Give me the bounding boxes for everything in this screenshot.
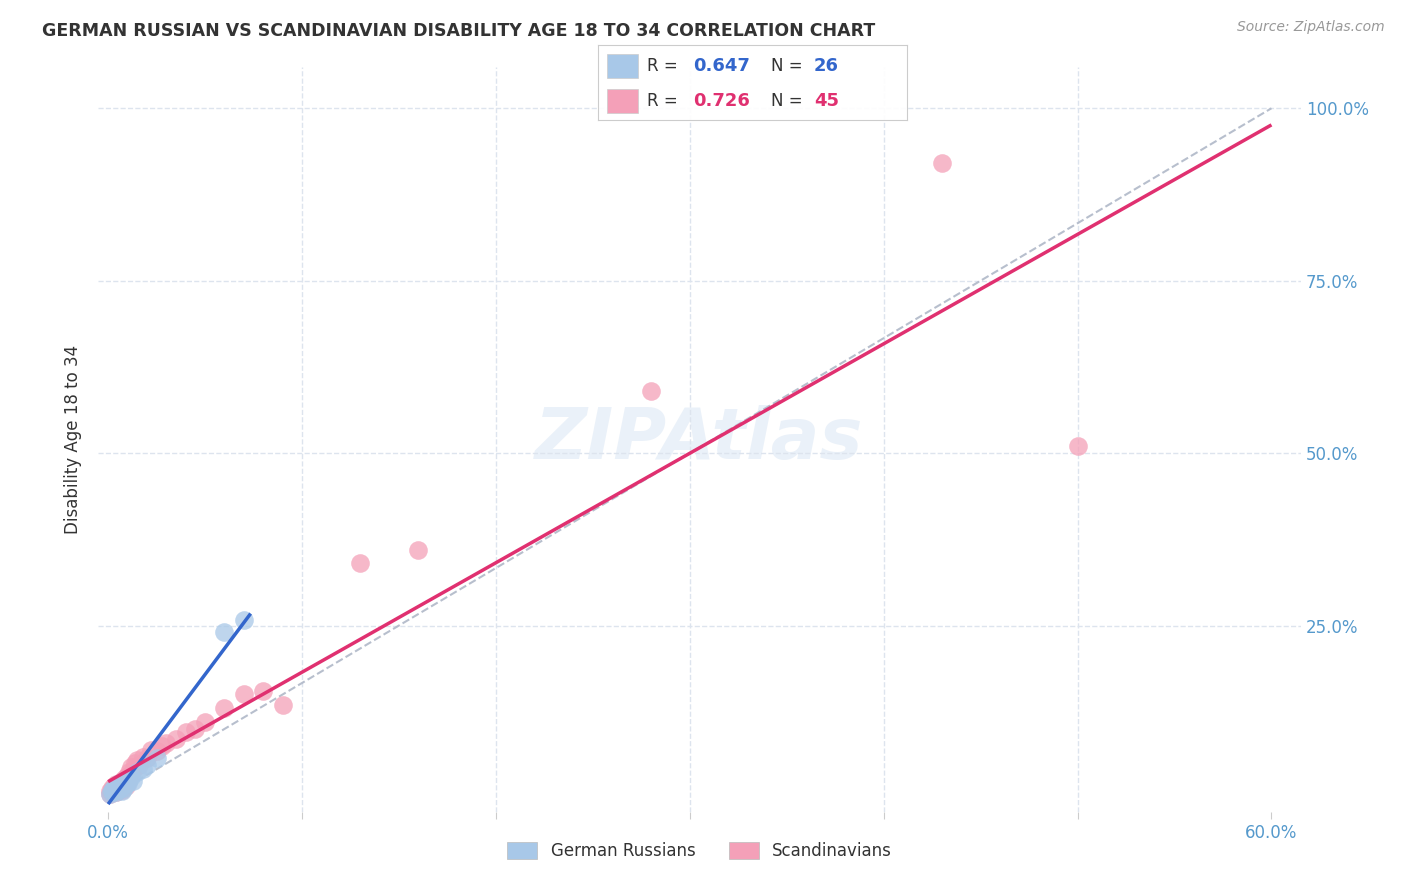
Point bbox=[117, 776, 139, 790]
Text: 45: 45 bbox=[814, 92, 839, 110]
Point bbox=[112, 773, 135, 788]
Point bbox=[124, 756, 146, 771]
Point bbox=[114, 777, 136, 791]
FancyBboxPatch shape bbox=[607, 88, 638, 112]
Text: GERMAN RUSSIAN VS SCANDINAVIAN DISABILITY AGE 18 TO 34 CORRELATION CHART: GERMAN RUSSIAN VS SCANDINAVIAN DISABILIT… bbox=[42, 22, 876, 40]
Point bbox=[214, 701, 236, 715]
Point bbox=[135, 757, 157, 772]
Point bbox=[98, 784, 121, 798]
FancyBboxPatch shape bbox=[607, 54, 638, 78]
Point bbox=[640, 384, 662, 398]
Point bbox=[103, 779, 125, 793]
Point bbox=[931, 156, 953, 170]
Text: ZIPAtlas: ZIPAtlas bbox=[536, 405, 863, 474]
Point bbox=[108, 776, 131, 790]
Point bbox=[117, 769, 139, 783]
Point bbox=[165, 732, 187, 747]
Point bbox=[145, 744, 167, 758]
Point bbox=[114, 770, 136, 784]
Point bbox=[104, 777, 127, 791]
Point bbox=[118, 772, 141, 786]
Point bbox=[101, 785, 124, 799]
Point bbox=[184, 722, 207, 736]
Point bbox=[155, 736, 177, 750]
Point bbox=[232, 613, 254, 627]
Point bbox=[128, 757, 150, 772]
Point bbox=[127, 764, 149, 779]
Point bbox=[108, 780, 131, 795]
Text: N =: N = bbox=[770, 57, 807, 75]
Point bbox=[98, 788, 121, 802]
Text: 0.726: 0.726 bbox=[693, 92, 751, 110]
Point bbox=[101, 780, 124, 795]
Point bbox=[1066, 439, 1088, 453]
Point bbox=[107, 782, 129, 797]
Point bbox=[111, 779, 134, 793]
Point bbox=[118, 764, 141, 779]
Text: R =: R = bbox=[647, 92, 683, 110]
Point bbox=[108, 780, 131, 795]
Text: R =: R = bbox=[647, 57, 683, 75]
Point bbox=[252, 684, 274, 698]
Point bbox=[122, 773, 145, 788]
Point bbox=[194, 714, 217, 729]
Text: 0.647: 0.647 bbox=[693, 57, 751, 75]
Point bbox=[101, 785, 124, 799]
Point bbox=[111, 782, 134, 797]
Point bbox=[132, 749, 155, 764]
Point bbox=[120, 760, 142, 774]
Point bbox=[111, 784, 134, 798]
Point bbox=[104, 785, 127, 799]
Point bbox=[132, 762, 155, 776]
Point bbox=[112, 780, 135, 795]
Point bbox=[117, 773, 139, 788]
Point bbox=[114, 779, 136, 793]
Point bbox=[135, 751, 157, 765]
Text: N =: N = bbox=[770, 92, 807, 110]
Point bbox=[271, 698, 294, 712]
Point bbox=[104, 779, 127, 793]
Point bbox=[108, 776, 131, 790]
Y-axis label: Disability Age 18 to 34: Disability Age 18 to 34 bbox=[65, 344, 83, 534]
Point bbox=[232, 688, 254, 702]
Point bbox=[103, 784, 125, 798]
Point bbox=[139, 742, 162, 756]
Point bbox=[127, 753, 149, 767]
Point bbox=[120, 770, 142, 784]
Point bbox=[107, 777, 129, 791]
Point bbox=[98, 788, 121, 802]
Point bbox=[101, 782, 124, 797]
Point bbox=[122, 764, 145, 778]
Point bbox=[112, 772, 135, 786]
Text: 26: 26 bbox=[814, 57, 839, 75]
Point bbox=[107, 782, 129, 797]
Legend: German Russians, Scandinavians: German Russians, Scandinavians bbox=[501, 835, 898, 867]
Point bbox=[104, 785, 127, 799]
Point bbox=[103, 784, 125, 798]
Point bbox=[103, 780, 125, 795]
Point bbox=[214, 625, 236, 640]
Point bbox=[152, 739, 174, 754]
Text: Source: ZipAtlas.com: Source: ZipAtlas.com bbox=[1237, 20, 1385, 34]
Point bbox=[107, 779, 129, 793]
Point bbox=[174, 725, 197, 739]
Point bbox=[408, 542, 430, 557]
Point bbox=[145, 751, 167, 765]
Point bbox=[112, 777, 135, 791]
Point bbox=[349, 557, 371, 571]
Point bbox=[111, 773, 134, 788]
